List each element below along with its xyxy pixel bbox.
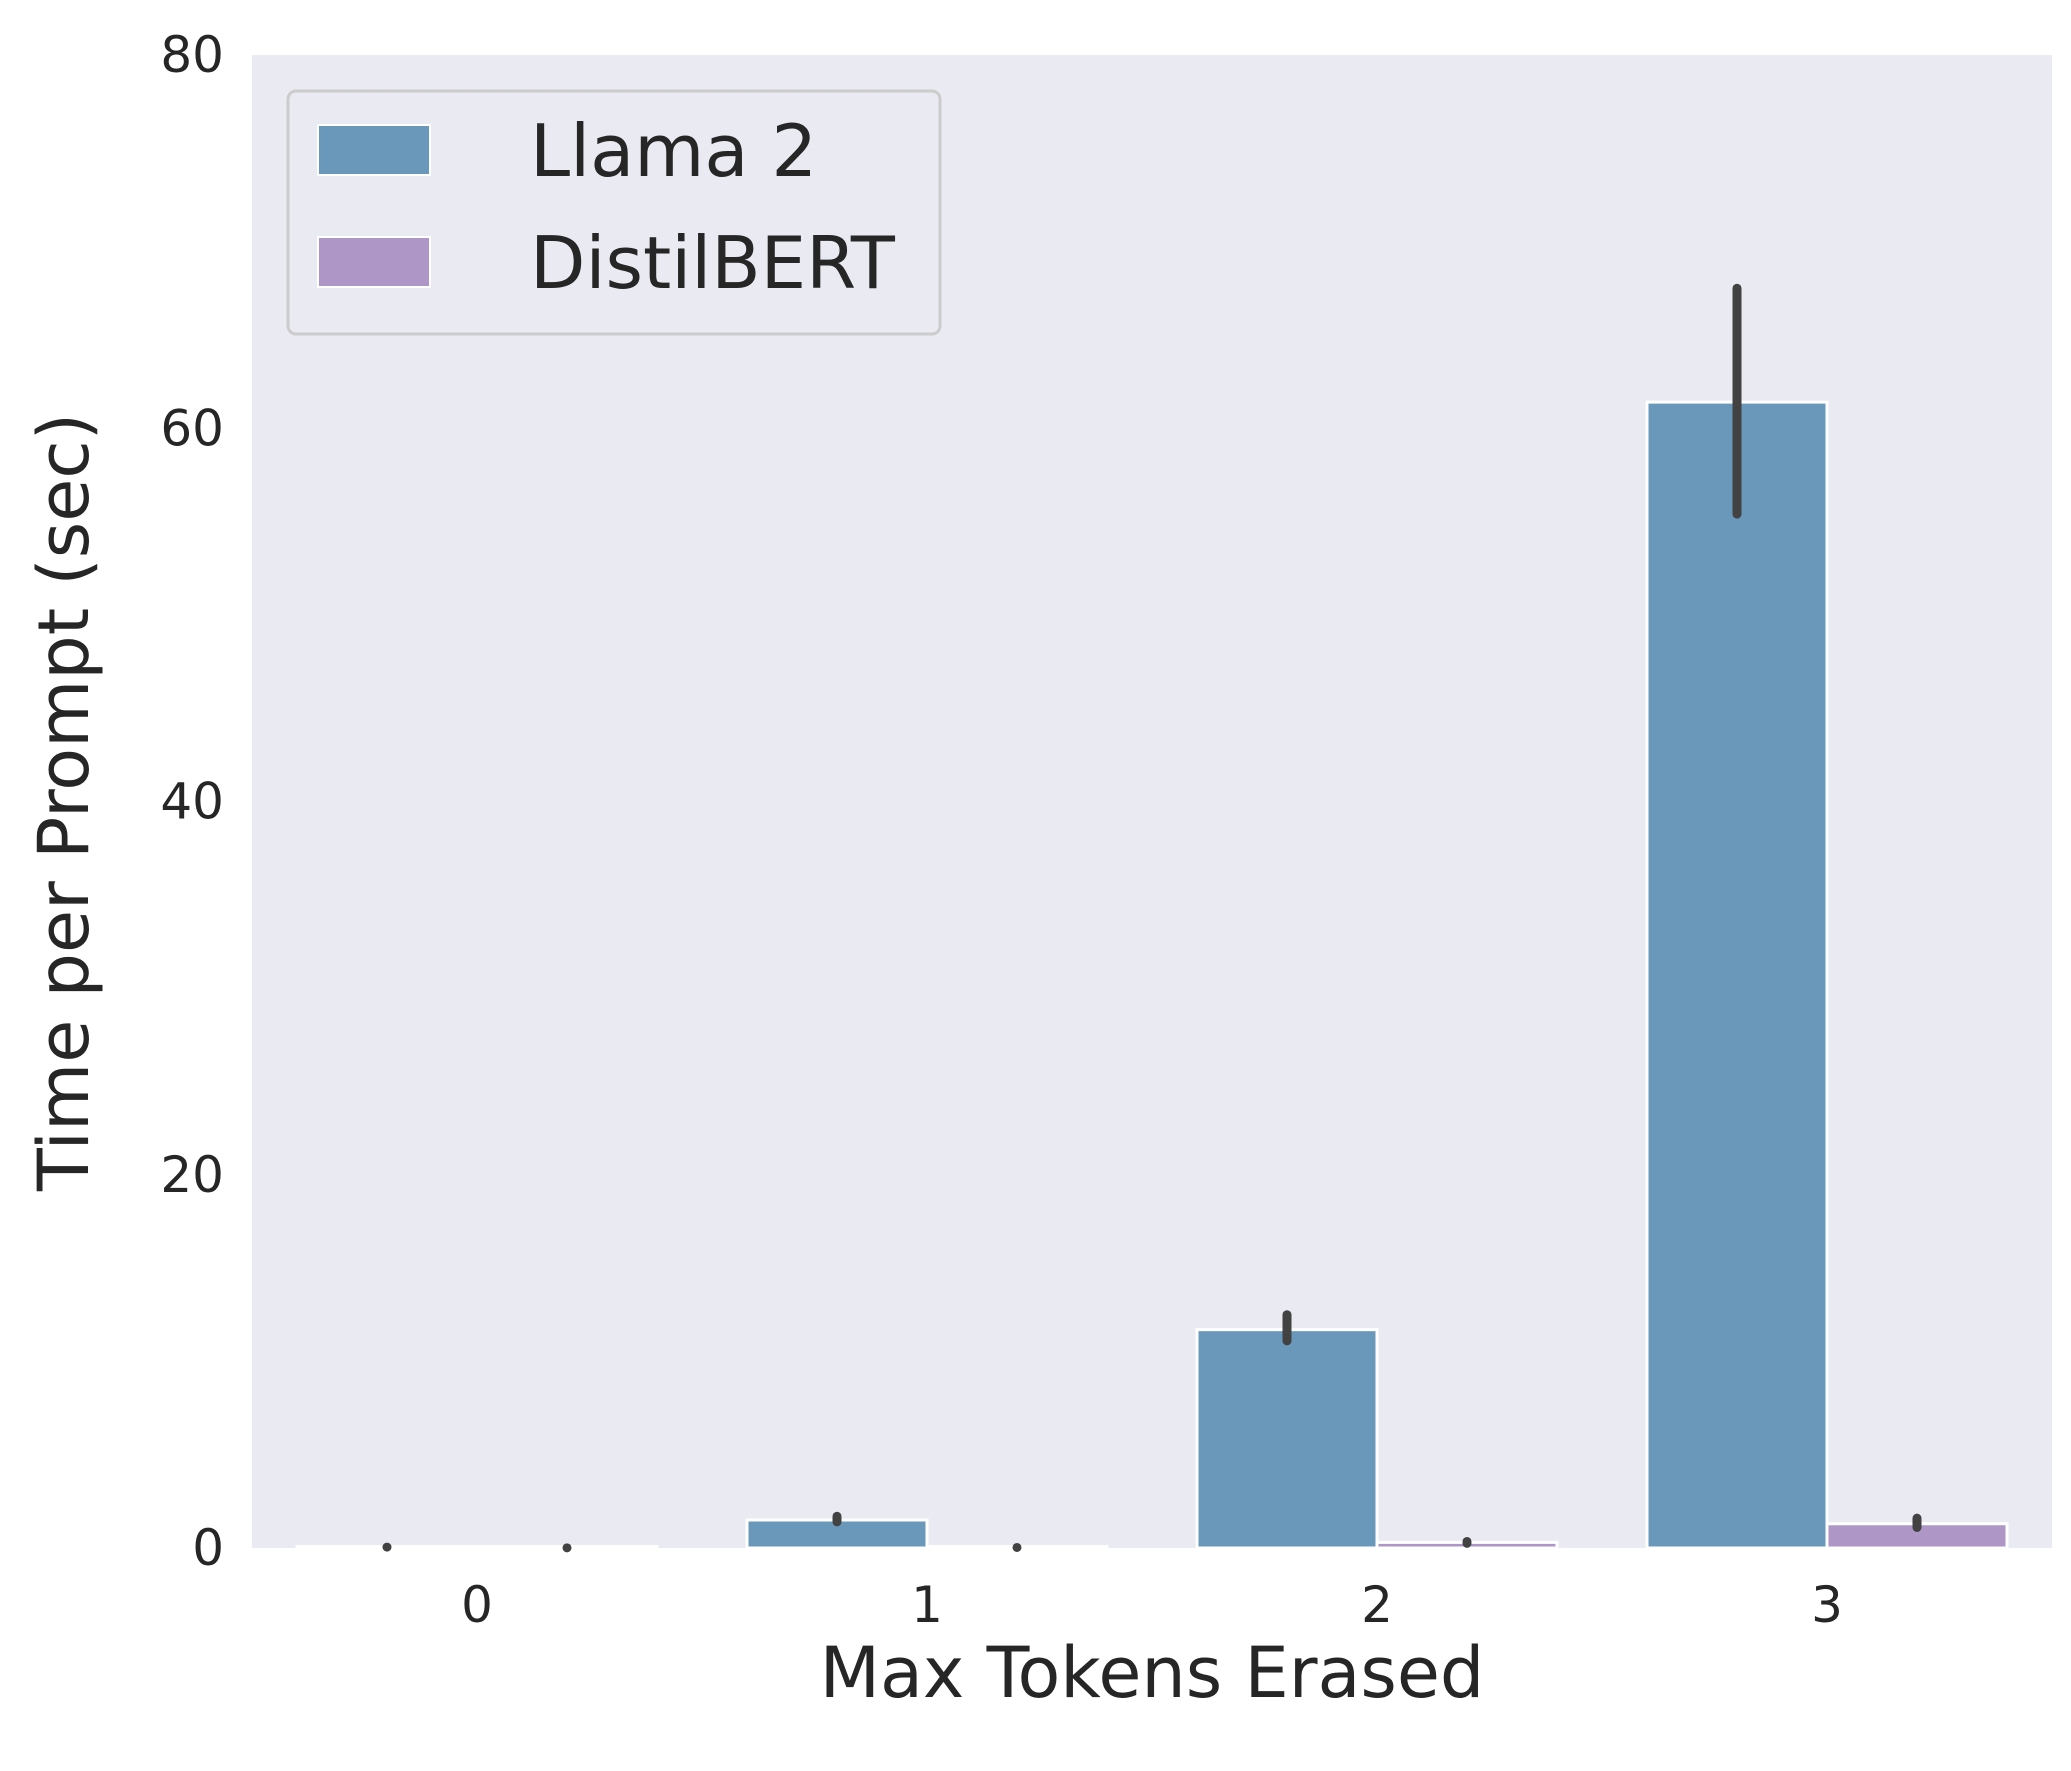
- bar-llama-2-3: [1647, 402, 1827, 1548]
- y-axis-ticks: 0 20 40 60 80: [160, 26, 224, 1577]
- legend-swatch-distilbert: [318, 237, 430, 287]
- legend-label-distilbert: DistilBERT: [530, 221, 896, 305]
- x-tick-label: 2: [1361, 1576, 1393, 1634]
- y-tick-label: 60: [160, 399, 224, 457]
- bar-llama-2-2: [1197, 1330, 1377, 1548]
- x-tick-label: 1: [911, 1576, 943, 1634]
- x-tick-label: 3: [1811, 1576, 1843, 1634]
- legend-label-llama-2: Llama 2: [530, 109, 817, 193]
- legend-swatch-llama-2: [318, 125, 430, 175]
- x-tick-label: 0: [461, 1576, 493, 1634]
- x-axis-ticks: 0 1 2 3: [461, 1576, 1843, 1634]
- y-tick-label: 40: [160, 773, 224, 831]
- y-tick-label: 80: [160, 26, 224, 84]
- x-axis-title: Max Tokens Erased: [820, 1632, 1485, 1714]
- y-axis-title: Time per Prompt (sec): [23, 413, 105, 1192]
- y-tick-label: 20: [160, 1146, 224, 1204]
- legend: Llama 2 DistilBERT: [288, 91, 940, 334]
- y-tick-label: 0: [192, 1519, 224, 1577]
